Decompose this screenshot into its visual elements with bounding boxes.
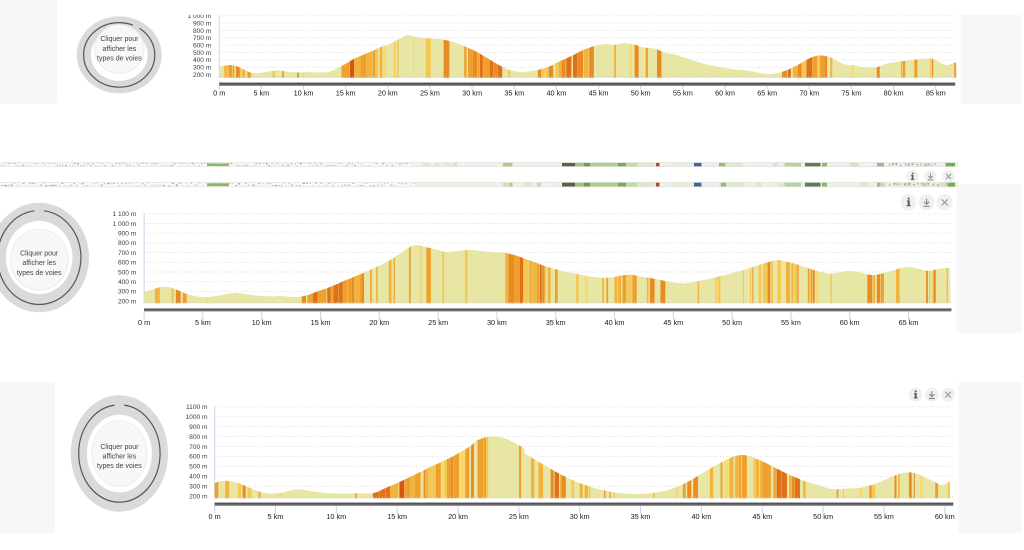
svg-text:600 m: 600 m (193, 43, 212, 50)
svg-text:25 km: 25 km (420, 88, 440, 97)
svg-text:30 km: 30 km (487, 318, 507, 327)
svg-text:500 m: 500 m (118, 269, 137, 276)
svg-text:30 km: 30 km (462, 88, 482, 97)
svg-text:400 m: 400 m (118, 279, 137, 286)
svg-text:Cliquer pour: Cliquer pour (100, 36, 139, 43)
svg-text:15 km: 15 km (387, 512, 407, 521)
svg-text:50 km: 50 km (722, 318, 742, 327)
svg-text:15 km: 15 km (311, 318, 331, 327)
svg-text:60 km: 60 km (935, 512, 955, 521)
svg-text:types de voies: types de voies (97, 463, 142, 470)
svg-text:10 km: 10 km (294, 88, 314, 97)
svg-text:5 km: 5 km (195, 318, 211, 327)
svg-text:20 km: 20 km (378, 88, 398, 97)
svg-text:types de voies: types de voies (17, 270, 62, 277)
svg-text:400 m: 400 m (189, 474, 208, 481)
svg-text:0 m: 0 m (138, 318, 150, 327)
svg-text:40 km: 40 km (691, 512, 711, 521)
svg-text:500 m: 500 m (189, 464, 208, 471)
svg-text:700 m: 700 m (118, 250, 137, 257)
svg-text:200 m: 200 m (193, 72, 212, 79)
svg-text:800 m: 800 m (189, 434, 208, 441)
svg-text:10 km: 10 km (326, 512, 346, 521)
svg-text:45 km: 45 km (752, 512, 772, 521)
svg-text:20 km: 20 km (448, 512, 468, 521)
svg-text:50 km: 50 km (631, 88, 651, 97)
svg-text:600 m: 600 m (189, 454, 208, 461)
svg-text:0 m: 0 m (209, 512, 221, 521)
svg-text:afficher les: afficher les (103, 454, 137, 461)
svg-text:80 km: 80 km (884, 88, 904, 97)
svg-text:50 km: 50 km (813, 512, 833, 521)
svg-text:55 km: 55 km (874, 512, 894, 521)
svg-text:40 km: 40 km (546, 88, 566, 97)
svg-text:900 m: 900 m (193, 20, 212, 27)
svg-text:65 km: 65 km (757, 88, 777, 97)
svg-text:900 m: 900 m (189, 424, 208, 431)
svg-text:20 km: 20 km (369, 318, 389, 327)
svg-text:300 m: 300 m (193, 65, 212, 72)
svg-text:200 m: 200 m (118, 298, 137, 305)
svg-text:45 km: 45 km (589, 88, 609, 97)
svg-text:300 m: 300 m (118, 289, 137, 296)
svg-text:800 m: 800 m (118, 240, 137, 247)
svg-text:75 km: 75 km (842, 88, 862, 97)
svg-text:45 km: 45 km (663, 318, 683, 327)
svg-text:300 m: 300 m (189, 484, 208, 491)
svg-text:30 km: 30 km (570, 512, 590, 521)
svg-text:700 m: 700 m (189, 444, 208, 451)
svg-text:5 km: 5 km (253, 88, 269, 97)
svg-text:1 000 m: 1 000 m (187, 13, 211, 20)
svg-text:types de voies: types de voies (97, 55, 142, 62)
svg-text:Cliquer pour: Cliquer pour (100, 444, 139, 451)
svg-text:55 km: 55 km (781, 318, 801, 327)
svg-text:200 m: 200 m (189, 494, 208, 501)
svg-text:25 km: 25 km (509, 512, 529, 521)
svg-text:1000 m: 1000 m (186, 414, 209, 421)
svg-text:15 km: 15 km (336, 88, 356, 97)
svg-text:10 km: 10 km (252, 318, 272, 327)
svg-text:800 m: 800 m (193, 28, 212, 35)
svg-text:25 km: 25 km (428, 318, 448, 327)
svg-text:55 km: 55 km (673, 88, 693, 97)
svg-text:afficher les: afficher les (103, 46, 137, 53)
svg-text:1 000 m: 1 000 m (112, 221, 136, 228)
svg-text:60 km: 60 km (715, 88, 735, 97)
svg-text:40 km: 40 km (605, 318, 625, 327)
svg-text:35 km: 35 km (504, 88, 524, 97)
svg-text:500 m: 500 m (193, 50, 212, 57)
svg-text:1 100 m: 1 100 m (112, 211, 136, 218)
svg-text:1100 m: 1100 m (186, 404, 208, 411)
svg-text:85 km: 85 km (926, 88, 946, 97)
svg-text:35 km: 35 km (631, 512, 651, 521)
svg-text:5 km: 5 km (268, 512, 284, 521)
svg-text:70 km: 70 km (799, 88, 819, 97)
svg-text:60 km: 60 km (840, 318, 860, 327)
svg-text:0 m: 0 m (213, 88, 225, 97)
svg-text:65 km: 65 km (899, 318, 919, 327)
svg-text:900 m: 900 m (118, 231, 137, 238)
svg-text:afficher les: afficher les (22, 260, 56, 267)
svg-text:35 km: 35 km (546, 318, 566, 327)
svg-text:Cliquer pour: Cliquer pour (20, 251, 59, 258)
svg-text:600 m: 600 m (118, 260, 137, 267)
svg-text:400 m: 400 m (193, 57, 212, 64)
svg-text:700 m: 700 m (193, 35, 212, 42)
